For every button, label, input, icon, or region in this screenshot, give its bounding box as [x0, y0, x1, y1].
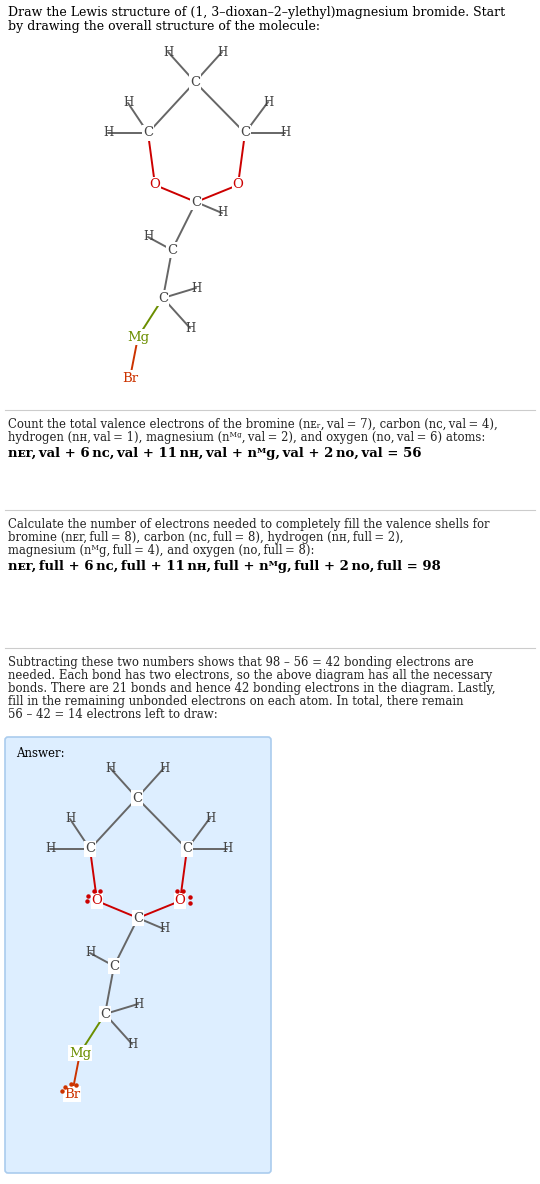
- Text: C: C: [167, 244, 177, 257]
- Text: H: H: [105, 761, 115, 774]
- Text: H: H: [123, 97, 133, 109]
- Text: fill in the remaining unbonded electrons on each atom. In total, there remain: fill in the remaining unbonded electrons…: [8, 695, 463, 708]
- Text: Calculate the number of electrons needed to completely fill the valence shells f: Calculate the number of electrons needed…: [8, 519, 489, 530]
- Text: bonds. There are 21 bonds and hence 42 bonding electrons in the diagram. Lastly,: bonds. There are 21 bonds and hence 42 b…: [8, 682, 496, 695]
- Text: Mg: Mg: [69, 1047, 91, 1060]
- Text: H: H: [85, 946, 95, 959]
- Text: H: H: [263, 96, 273, 109]
- Text: H: H: [222, 843, 232, 856]
- Text: 56 – 42 = 14 electrons left to draw:: 56 – 42 = 14 electrons left to draw:: [8, 708, 218, 721]
- Text: H: H: [217, 45, 227, 58]
- Text: Answer:: Answer:: [16, 747, 65, 760]
- Text: C: C: [100, 1008, 110, 1021]
- Text: C: C: [191, 195, 201, 208]
- Text: Br: Br: [122, 372, 138, 385]
- Text: H: H: [127, 1037, 137, 1050]
- Text: H: H: [65, 812, 75, 825]
- Text: C: C: [109, 959, 119, 972]
- FancyBboxPatch shape: [5, 736, 271, 1173]
- Text: O: O: [150, 179, 160, 192]
- Text: hydrogen (nʜ, val = 1), magnesium (nᴹᵍ, val = 2), and oxygen (nᴏ, val = 6) atoms: hydrogen (nʜ, val = 1), magnesium (nᴹᵍ, …: [8, 431, 485, 444]
- Text: O: O: [233, 179, 244, 192]
- Text: H: H: [280, 127, 290, 140]
- Text: H: H: [217, 206, 227, 219]
- Text: Br: Br: [64, 1087, 80, 1100]
- Text: C: C: [158, 291, 168, 304]
- Text: H: H: [163, 45, 173, 58]
- Text: magnesium (nᴹg, full = 4), and oxygen (nᴏ, full = 8):: magnesium (nᴹg, full = 4), and oxygen (n…: [8, 543, 314, 556]
- Text: C: C: [133, 912, 143, 925]
- Text: C: C: [182, 843, 192, 856]
- Text: H: H: [133, 997, 143, 1010]
- Text: C: C: [132, 791, 142, 804]
- Text: bromine (nᴇr, full = 8), carbon (nᴄ, full = 8), hydrogen (nʜ, full = 2),: bromine (nᴇr, full = 8), carbon (nᴄ, ful…: [8, 530, 403, 543]
- Text: O: O: [92, 894, 103, 907]
- Text: H: H: [185, 322, 195, 335]
- Text: H: H: [143, 231, 153, 244]
- Text: H: H: [159, 761, 169, 774]
- Text: Subtracting these two numbers shows that 98 – 56 = 42 bonding electrons are: Subtracting these two numbers shows that…: [8, 656, 474, 669]
- Text: O: O: [174, 894, 185, 907]
- Text: C: C: [240, 127, 250, 140]
- Text: C: C: [143, 127, 153, 140]
- Text: H: H: [191, 282, 201, 295]
- Text: H: H: [205, 811, 215, 824]
- Text: C: C: [190, 76, 200, 89]
- Text: H: H: [103, 127, 113, 140]
- Text: Draw the Lewis structure of (1, 3–dioxan–2–ylethyl)magnesium bromide. Start: Draw the Lewis structure of (1, 3–dioxan…: [8, 6, 505, 19]
- Text: C: C: [85, 843, 95, 856]
- Text: Mg: Mg: [127, 330, 149, 343]
- Text: nᴇr, full + 6 nᴄ, full + 11 nʜ, full + nᴹg, full + 2 nᴏ, full = 98: nᴇr, full + 6 nᴄ, full + 11 nʜ, full + n…: [8, 560, 441, 573]
- Text: H: H: [45, 843, 55, 856]
- Text: H: H: [159, 922, 169, 935]
- Text: nᴇr, val + 6 nᴄ, val + 11 nʜ, val + nᴹg, val + 2 nᴏ, val = 56: nᴇr, val + 6 nᴄ, val + 11 nʜ, val + nᴹg,…: [8, 448, 422, 461]
- Text: Count the total valence electrons of the bromine (nᴇᵣ, val = 7), carbon (nᴄ, val: Count the total valence electrons of the…: [8, 418, 498, 431]
- Text: needed. Each bond has two electrons, so the above diagram has all the necessary: needed. Each bond has two electrons, so …: [8, 669, 492, 682]
- Text: by drawing the overall structure of the molecule:: by drawing the overall structure of the …: [8, 20, 320, 33]
